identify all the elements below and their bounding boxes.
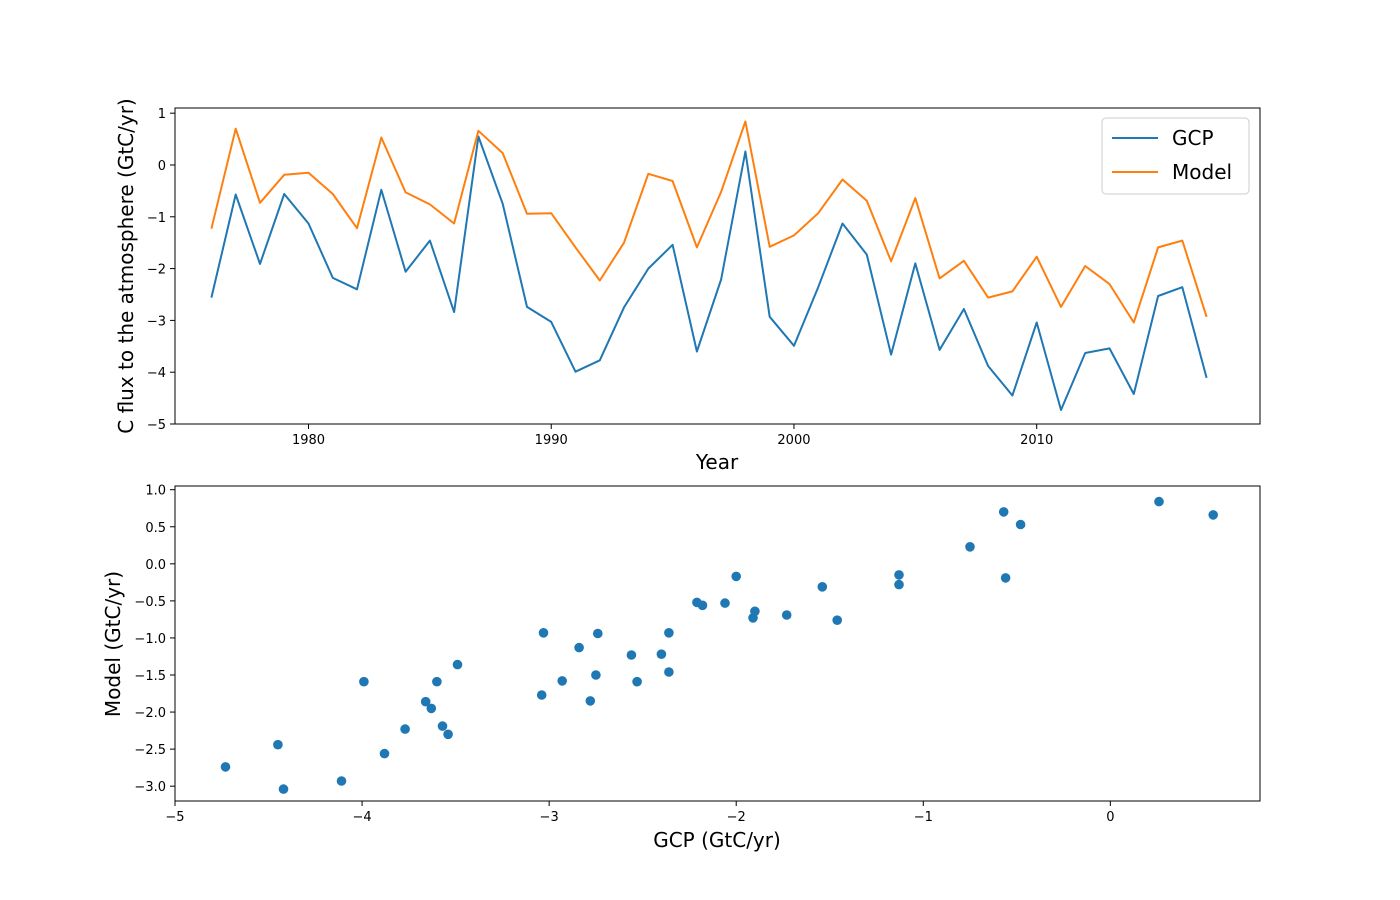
time-series-x-ticks: 1980 1990 2000 2010	[292, 424, 1053, 448]
scatter-x-ticks: −5 −4 −3 −2 −1 0	[165, 801, 1114, 825]
x-tick-label: 1990	[535, 433, 568, 448]
legend-model-label: Model	[1172, 160, 1232, 184]
y-tick-label: −1.0	[134, 632, 166, 647]
time-series-lines	[210, 120, 1208, 411]
y-tick-label: −3.0	[134, 780, 166, 795]
x-tick-label: 0	[1106, 810, 1114, 825]
scatter-point	[420, 696, 431, 707]
scatter-point	[1015, 519, 1026, 530]
legend-gcp-label: GCP	[1172, 126, 1214, 150]
scatter-point	[731, 571, 741, 582]
scatter-point	[336, 776, 347, 786]
scatter-point	[593, 628, 603, 639]
scatter-y-ticks: 1.0 0.5 0.0 −0.5 −1.0 −1.5 −2.0 −2.5 −3.0	[134, 484, 175, 795]
scatter-point	[965, 542, 975, 552]
scatter-point	[664, 667, 674, 677]
legend: GCP Model	[1101, 117, 1250, 195]
scatter-point	[426, 703, 437, 714]
time-series-axes-frame	[174, 107, 1261, 425]
scatter-point	[832, 615, 842, 625]
scatter-point	[1208, 510, 1218, 520]
x-tick-label: 2010	[1020, 433, 1053, 448]
scatter-point	[1000, 573, 1011, 583]
scatter-y-axis-label: Model (GtC/yr)	[101, 571, 125, 717]
time-series-y-axis-label: C flux to the atmosphere (GtC/yr)	[114, 98, 138, 433]
scatter-point	[626, 650, 637, 660]
scatter-point	[591, 670, 601, 680]
y-tick-label: 1	[158, 107, 166, 122]
scatter-point	[1154, 496, 1164, 507]
scatter-point	[536, 690, 547, 700]
y-tick-label: −2.0	[134, 706, 166, 721]
scatter-point	[720, 598, 730, 608]
y-tick-label: 0	[158, 159, 166, 174]
scatter-points	[220, 496, 1218, 794]
scatter-point	[557, 676, 567, 686]
scatter-point	[574, 642, 584, 653]
scatter-point	[443, 729, 453, 740]
scatter-point	[632, 676, 642, 687]
scatter-point	[437, 721, 448, 731]
scatter-point	[538, 628, 549, 638]
scatter-point	[781, 610, 792, 620]
scatter-point	[400, 724, 410, 734]
scatter-point	[692, 597, 702, 608]
y-tick-label: −4	[147, 366, 166, 381]
x-tick-label: 1980	[292, 433, 325, 448]
scatter-point	[894, 579, 904, 590]
x-tick-label: −4	[352, 810, 371, 825]
scatter-point	[278, 784, 289, 794]
series-line-model	[210, 120, 1208, 324]
scatter-point	[894, 570, 904, 580]
y-tick-label: −0.5	[134, 595, 166, 610]
scatter-point	[750, 606, 760, 617]
scatter-point	[359, 676, 369, 687]
scatter-x-axis-label: GCP (GtC/yr)	[653, 828, 781, 852]
y-tick-label: 1.0	[145, 484, 166, 499]
x-tick-label: −3	[540, 810, 559, 825]
x-tick-label: −1	[914, 810, 933, 825]
scatter-axes-frame	[174, 485, 1261, 802]
y-tick-label: −2.5	[134, 743, 166, 758]
scatter-point	[220, 762, 231, 772]
y-tick-label: −2	[147, 263, 166, 278]
scatter-point	[817, 582, 828, 592]
y-tick-label: 0.0	[145, 558, 166, 573]
x-tick-label: −5	[165, 810, 184, 825]
x-tick-label: 2000	[777, 433, 810, 448]
scatter-point	[998, 507, 1009, 517]
time-series-y-ticks: 1 0 −1 −2 −3 −4 −5	[147, 107, 175, 433]
scatter-point	[379, 748, 390, 759]
y-tick-label: −3	[147, 314, 166, 329]
scatter-point	[656, 649, 667, 659]
time-series-x-axis-label: Year	[695, 450, 739, 474]
series-line-gcp	[210, 135, 1208, 411]
scatter-point	[585, 696, 596, 706]
y-tick-label: −5	[147, 418, 166, 433]
y-tick-label: 0.5	[145, 521, 166, 536]
time-series-panel: 1980 1990 2000 2010 1 0 −1 −2 −3 −4 −5 Year C flu…	[114, 98, 1261, 474]
scatter-panel: −5 −4 −3 −2 −1 0 1.0 0.5 0.0 −0.5 −1.0 −1.5 −2.0 −2.…	[101, 484, 1261, 852]
scatter-point	[273, 739, 283, 750]
scatter-point	[432, 676, 442, 687]
scatter-point	[452, 659, 463, 670]
y-tick-label: −1.5	[134, 669, 166, 684]
y-tick-label: −1	[147, 211, 166, 226]
scatter-point	[664, 628, 674, 638]
x-tick-label: −2	[727, 810, 746, 825]
